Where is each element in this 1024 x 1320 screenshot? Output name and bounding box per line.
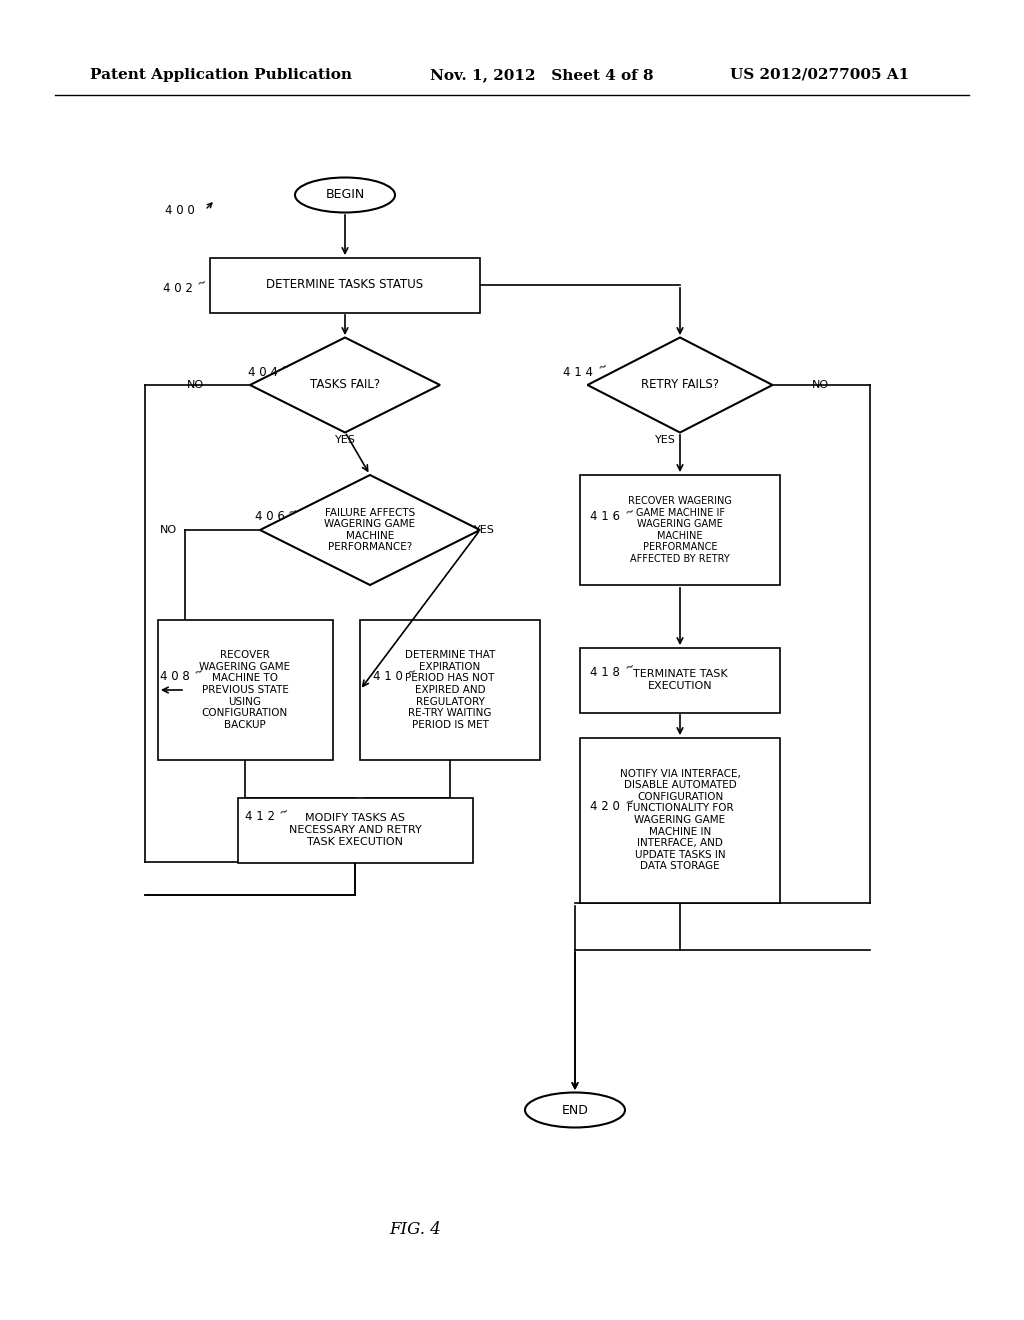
Text: NOTIFY VIA INTERFACE,
DISABLE AUTOMATED
CONFIGURATION
FUNCTIONALITY FOR
WAGERING: NOTIFY VIA INTERFACE, DISABLE AUTOMATED … [620,768,740,871]
Text: BEGIN: BEGIN [326,189,365,202]
Text: 4 0 8: 4 0 8 [160,671,189,684]
Text: TERMINATE TASK
EXECUTION: TERMINATE TASK EXECUTION [633,669,727,690]
Text: ~: ~ [196,277,208,289]
Text: 4 1 6: 4 1 6 [590,511,620,524]
Text: DETERMINE THAT
EXPIRATION
PERIOD HAS NOT
EXPIRED AND
REGULATORY
RE-TRY WAITING
P: DETERMINE THAT EXPIRATION PERIOD HAS NOT… [404,651,496,730]
Text: ~: ~ [193,665,205,678]
Text: 4 1 2: 4 1 2 [245,810,275,824]
Polygon shape [588,338,772,433]
Text: ~: ~ [624,661,636,673]
Bar [360,620,540,760]
Text: ~: ~ [624,796,636,808]
Bar [580,475,780,585]
Polygon shape [250,338,440,433]
Text: 4 0 4: 4 0 4 [248,366,278,379]
Text: NO: NO [186,380,204,389]
Text: ~: ~ [278,805,290,818]
Text: DETERMINE TASKS STATUS: DETERMINE TASKS STATUS [266,279,424,292]
Text: 4 1 0: 4 1 0 [373,671,402,684]
Text: 4 1 4: 4 1 4 [563,366,593,379]
Text: ~: ~ [406,665,418,678]
Text: US 2012/0277005 A1: US 2012/0277005 A1 [730,69,909,82]
Bar [580,738,780,903]
Text: NO: NO [160,525,176,535]
Text: YES: YES [654,436,676,445]
Text: 4 1 8: 4 1 8 [590,665,620,678]
Text: 4 0 6: 4 0 6 [255,511,285,524]
Text: RETRY FAILS?: RETRY FAILS? [641,379,719,392]
Bar [238,797,472,862]
Bar [158,620,333,760]
Text: ~: ~ [280,360,292,374]
Text: ~: ~ [624,506,636,519]
Ellipse shape [525,1093,625,1127]
Text: Patent Application Publication: Patent Application Publication [90,69,352,82]
Text: 4 2 0: 4 2 0 [590,800,620,813]
Text: YES: YES [474,525,495,535]
Text: FAILURE AFFECTS
WAGERING GAME
MACHINE
PERFORMANCE?: FAILURE AFFECTS WAGERING GAME MACHINE PE… [325,508,416,552]
Text: Nov. 1, 2012   Sheet 4 of 8: Nov. 1, 2012 Sheet 4 of 8 [430,69,653,82]
Bar [580,648,780,713]
Text: END: END [561,1104,589,1117]
Text: ~: ~ [287,506,299,519]
Bar [210,257,480,313]
Ellipse shape [295,177,395,213]
Text: 4 0 2: 4 0 2 [163,281,193,294]
Text: NO: NO [811,380,828,389]
Text: YES: YES [335,436,355,445]
Text: ~: ~ [597,360,609,374]
Text: MODIFY TASKS AS
NECESSARY AND RETRY
TASK EXECUTION: MODIFY TASKS AS NECESSARY AND RETRY TASK… [289,813,421,846]
Text: RECOVER
WAGERING GAME
MACHINE TO
PREVIOUS STATE
USING
CONFIGURATION
BACKUP: RECOVER WAGERING GAME MACHINE TO PREVIOU… [200,651,291,730]
Text: RECOVER WAGERING
GAME MACHINE IF
WAGERING GAME
MACHINE
PERFORMANCE
AFFECTED BY R: RECOVER WAGERING GAME MACHINE IF WAGERIN… [628,496,732,564]
Polygon shape [260,475,480,585]
Text: FIG. 4: FIG. 4 [389,1221,441,1238]
Text: 4 0 0: 4 0 0 [165,203,195,216]
Text: TASKS FAIL?: TASKS FAIL? [310,379,380,392]
